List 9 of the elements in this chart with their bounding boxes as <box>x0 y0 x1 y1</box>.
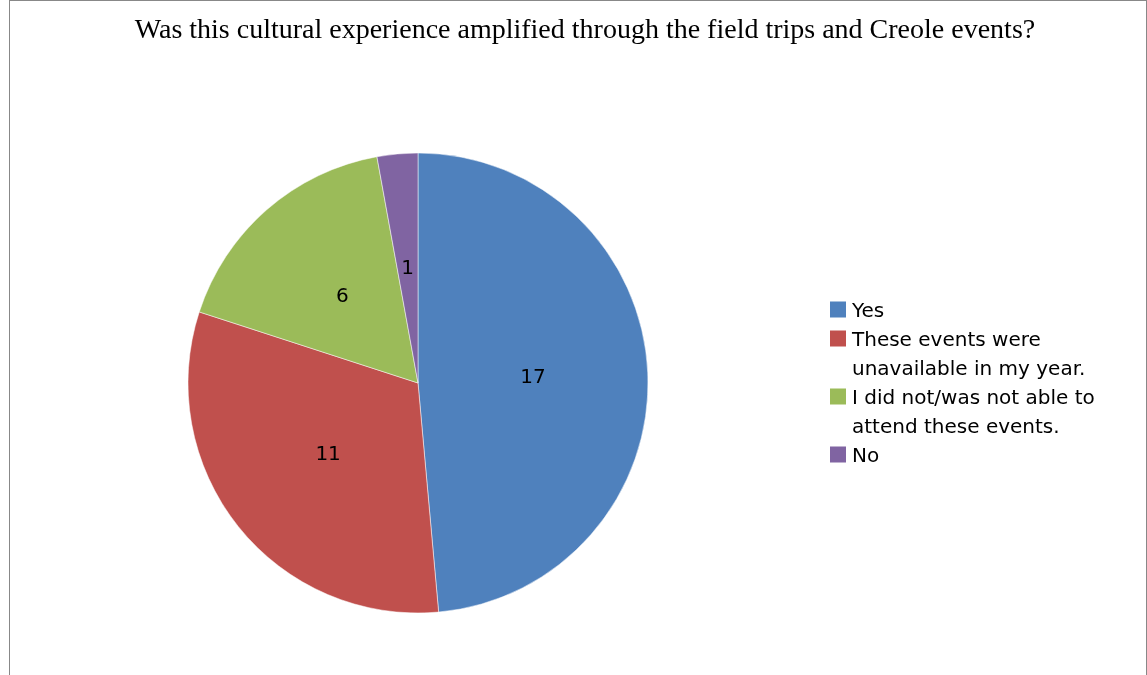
legend-label: These events were unavailable in my year. <box>851 326 1086 379</box>
data-label: 17 <box>520 364 546 389</box>
legend-label: Yes <box>851 297 885 321</box>
data-label: 6 <box>335 282 349 307</box>
legend-label: No <box>852 442 880 466</box>
data-label: 1 <box>401 254 415 279</box>
legend-label: I did not/was not able to attend these events. <box>852 384 1095 437</box>
data-label: 11 <box>315 441 341 466</box>
chart-title: Was this cultural experience amplified through the field trips and Creole events? <box>134 13 1036 44</box>
